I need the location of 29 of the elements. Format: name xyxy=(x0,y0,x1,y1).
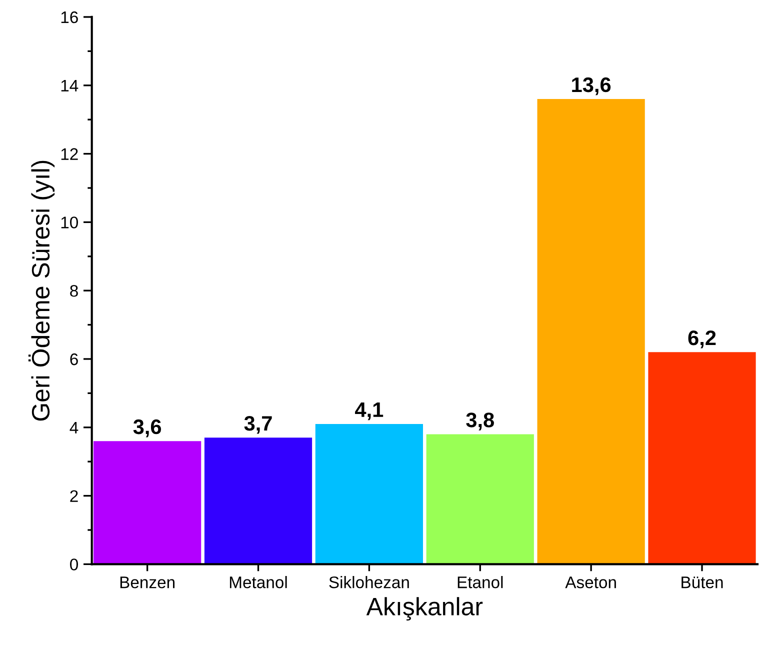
x-tick-label: Siklohezan xyxy=(329,576,409,588)
data-label: 6,2 xyxy=(688,330,716,348)
data-label: 3,8 xyxy=(466,412,494,430)
y-tick-label: 8 xyxy=(70,284,78,297)
data-label: 4,1 xyxy=(355,402,384,420)
x-tick-label: Aseton xyxy=(565,576,616,588)
y-tick-label: 10 xyxy=(61,216,78,228)
x-tick-label: Metanol xyxy=(230,576,287,588)
bar xyxy=(648,352,756,564)
bar xyxy=(204,438,312,564)
y-tick-label: 0 xyxy=(70,558,78,570)
x-tick-label: Büten xyxy=(682,576,723,588)
data-label: 3,7 xyxy=(244,416,272,434)
x-axis-title: Akışkanlar xyxy=(366,597,483,621)
bar xyxy=(315,424,423,564)
y-tick-label: 12 xyxy=(61,148,78,160)
bar xyxy=(426,434,534,564)
y-tick-label: 2 xyxy=(70,490,78,502)
y-tick-label: 6 xyxy=(70,353,78,366)
y-axis-title: Geri Ödeme Süresi (yıl) xyxy=(28,160,55,421)
y-tick-label: 14 xyxy=(61,80,78,92)
bar xyxy=(94,441,202,564)
bar xyxy=(537,99,645,564)
x-tick-label: Benzen xyxy=(120,576,174,588)
y-tick-label: 16 xyxy=(61,11,78,24)
data-label: 13,6 xyxy=(572,77,611,96)
y-tick-label: 4 xyxy=(70,422,78,434)
data-label: 3,6 xyxy=(133,419,162,438)
x-tick-label: Etanol xyxy=(458,576,503,588)
